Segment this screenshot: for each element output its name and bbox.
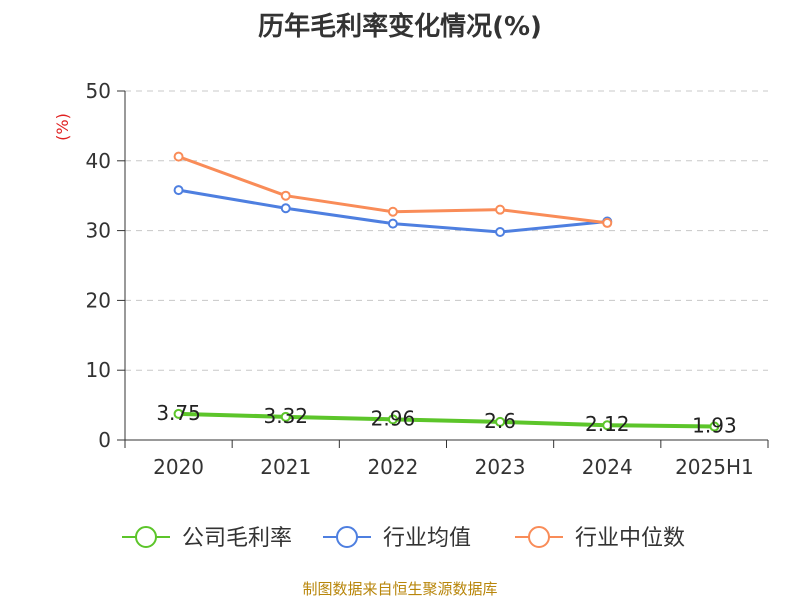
data-point [173,185,184,196]
x-tick-label: 2022 [367,455,418,479]
source-note: 制图数据来自恒生聚源数据库 [302,580,498,598]
y-tick-label: 20 [86,288,111,312]
data-point [387,218,398,229]
data-point [280,411,291,422]
x-tick-label: 2023 [475,455,526,479]
chart-title: 历年毛利率变化情况(%) [258,12,542,42]
data-point [495,204,506,215]
data-point [495,226,506,237]
y-tick-label: 0 [98,428,111,452]
x-tick-label: 2025H1 [675,455,754,479]
y-axis-label: (%) [53,113,72,141]
data-label: 3.32 [263,404,308,428]
legend-item-label: 行业中位数 [575,526,685,551]
legend-swatch-marker [528,526,550,548]
data-point [387,206,398,217]
data-point [173,151,184,162]
data-label: 2.12 [585,412,630,436]
y-tick-label: 50 [86,79,111,103]
x-tick-label: 2024 [582,455,633,479]
data-label: 2.96 [371,406,416,430]
data-label: 1.93 [692,414,737,438]
legend: 公司毛利率 行业均值 行业中位数 [122,526,685,551]
data-point [495,416,506,427]
data-point [280,203,291,214]
y-tick-label: 30 [86,219,111,243]
legend-item-label: 公司毛利率 [182,526,292,551]
data-point [280,190,291,201]
data-point [602,217,613,228]
series-lines [173,151,720,432]
legend-swatch-marker [336,526,358,548]
legend-item-label: 行业均值 [383,526,471,551]
data-label: 2.6 [484,409,516,433]
legend-swatch-marker [135,526,157,548]
grid-lines [125,90,768,371]
data-labels: 3.75 3.32 2.96 2.6 2.12 1.93 [156,401,736,438]
data-point [387,414,398,425]
axes: 0 10 20 30 40 50 2020 2021 2022 2023 2024 2025H1 (%) [53,79,769,479]
data-label: 3.75 [156,401,201,425]
data-point [709,421,720,432]
x-tick-label: 2021 [260,455,311,479]
data-point [602,420,613,431]
data-point [173,408,184,419]
series-line-0 [178,411,715,429]
y-tick-label: 40 [86,149,111,173]
x-tick-label: 2020 [153,455,204,479]
y-tick-label: 10 [86,358,111,382]
